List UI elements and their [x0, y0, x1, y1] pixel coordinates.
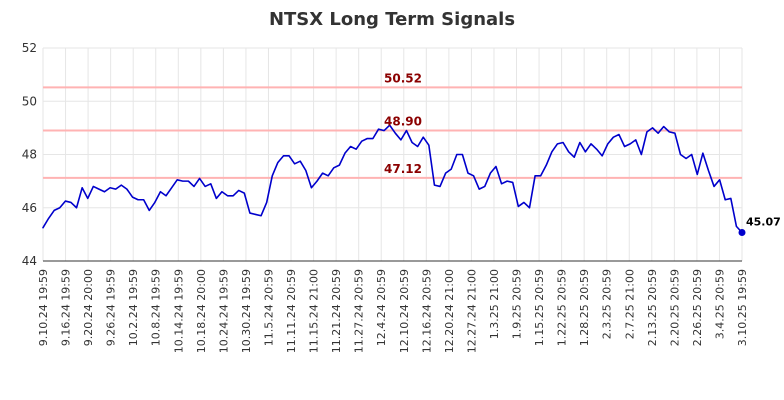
last-point-marker	[738, 229, 746, 237]
x-axis: 9.10.24 19:59 9.16.24 19:59 9.20.24 20:00 9…	[37, 269, 749, 353]
x-tick-label: 9.10.24 19:59	[37, 269, 50, 346]
x-tick-label: 12.16.24 20:59	[420, 269, 433, 353]
x-tick-label: 11.27.24 20:59	[353, 269, 366, 353]
signal-level-label: 48.90	[384, 115, 422, 129]
x-tick-label: 10.2.24 19:59	[127, 269, 140, 346]
x-tick-label: 1.15.25 20:59	[533, 269, 546, 346]
x-tick-label: 1.3.25 21:00	[488, 269, 501, 339]
x-tick-label: 11.11.24 20:59	[285, 269, 298, 353]
x-tick-label: 10.14.24 19:59	[172, 269, 185, 353]
grid-layer	[42, 47, 743, 262]
x-tick-label: 10.24.24 19:59	[217, 269, 230, 353]
x-tick-label: 11.5.24 20:59	[262, 269, 275, 346]
signal-level-label: 47.12	[384, 162, 422, 176]
x-tick-label: 10.8.24 19:59	[150, 269, 163, 346]
last-value-label: 45.07	[746, 216, 781, 229]
x-tick-label: 12.27.24 21:00	[465, 269, 478, 353]
price-series-line	[42, 124, 743, 234]
x-tick-label: 10.18.24 20:00	[195, 269, 208, 353]
x-tick-label: 1.28.25 20:59	[578, 269, 591, 346]
x-tick-label: 9.16.24 19:59	[60, 269, 73, 346]
x-tick-label: 12.10.24 20:59	[398, 269, 411, 353]
y-tick-label: 46	[22, 201, 37, 215]
x-tick-label: 3.4.25 20:59	[713, 269, 726, 339]
x-tick-label: 12.4.24 20:59	[375, 269, 388, 346]
x-tick-label: 2.20.25 20:59	[668, 269, 681, 346]
x-tick-label: 9.20.24 20:00	[82, 269, 95, 346]
x-tick-label: 10.30.24 19:59	[240, 269, 253, 353]
series-layer	[42, 124, 746, 237]
x-tick-label: 2.26.25 20:59	[691, 269, 704, 346]
y-tick-label: 52	[22, 41, 37, 55]
annotations: 50.52 48.90 47.12 45.07	[384, 71, 781, 228]
x-tick-label: 1.9.25 20:59	[511, 269, 524, 339]
x-tick-label: 2.7.25 21:00	[623, 269, 636, 339]
signal-level-label: 50.52	[384, 71, 422, 85]
y-tick-label: 48	[22, 148, 37, 162]
x-tick-label: 11.21.24 20:59	[330, 269, 343, 353]
y-axis: 44 46 48 50 52	[22, 41, 37, 268]
x-tick-label: 11.15.24 21:00	[308, 269, 321, 353]
x-tick-label: 3.10.25 19:59	[736, 269, 749, 346]
y-tick-label: 50	[22, 94, 37, 108]
y-tick-label: 44	[22, 254, 37, 268]
x-tick-label: 1.22.25 20:59	[556, 269, 569, 346]
chart-title: NTSX Long Term Signals	[269, 9, 515, 30]
x-tick-label: 9.26.24 19:59	[105, 269, 118, 346]
x-tick-label: 2.3.25 20:59	[601, 269, 614, 339]
x-tick-label: 12.20.24 21:00	[443, 269, 456, 353]
x-tick-label: 2.13.25 20:59	[646, 269, 659, 346]
